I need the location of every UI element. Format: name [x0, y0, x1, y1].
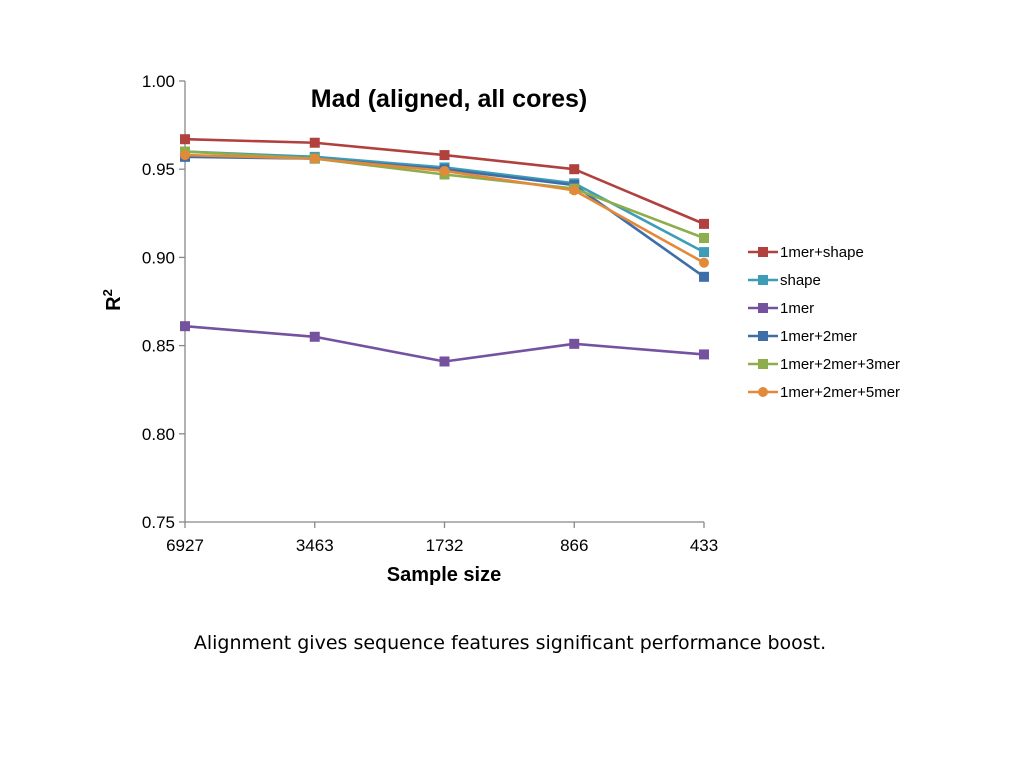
series-1mer-plus-shape [180, 134, 709, 229]
legend-swatch-marker [758, 359, 768, 369]
slide-caption: Alignment gives sequence features signif… [193, 632, 827, 654]
legend: 1mer+shape shape 1mer 1mer+2mer 1mer+2mer+3m… [748, 244, 900, 401]
data-point [439, 165, 450, 176]
x-axis-label: Sample size [387, 564, 502, 586]
data-point [180, 150, 190, 161]
y-tick-label: 0.85 [142, 337, 175, 356]
x-tick-label: 6927 [166, 536, 204, 555]
y-axis-label-text: R [103, 296, 125, 311]
data-point [699, 349, 709, 360]
legend-item: 1mer+2mer+5mer [748, 384, 900, 401]
x-tick-label: 3463 [296, 536, 334, 555]
legend-label: 1mer+2mer+3mer [780, 356, 900, 373]
legend-item: 1mer+2mer [748, 328, 857, 345]
y-axis: 0.75 0.80 0.85 0.90 0.95 1.00 [142, 72, 186, 532]
data-point [699, 257, 709, 268]
series-1mer-plus-2mer-plus-3mer [180, 146, 709, 243]
legend-swatch-marker [758, 331, 768, 341]
y-tick-label: 0.95 [142, 160, 175, 179]
legend-item: 1mer+shape [748, 244, 864, 261]
legend-item: 1mer [748, 300, 814, 317]
x-tick-label: 1732 [426, 536, 464, 555]
x-tick-label: 433 [690, 536, 718, 555]
legend-label: 1mer+shape [780, 244, 864, 261]
data-point [699, 271, 709, 282]
chart-title: Mad (aligned, all cores) [311, 85, 587, 113]
legend-item: shape [748, 272, 821, 289]
data-point [699, 218, 709, 229]
data-point [569, 164, 580, 175]
x-axis: 6927 3463 1732 866 433 [166, 521, 718, 555]
legend-label: 1mer+2mer+5mer [780, 384, 900, 401]
legend-label: 1mer [780, 300, 814, 317]
data-point [439, 356, 450, 367]
data-point [439, 150, 450, 161]
legend-swatch-marker [758, 247, 768, 257]
legend-label: shape [780, 272, 821, 289]
series-1mer [180, 321, 709, 367]
data-point [180, 321, 190, 332]
y-axis-label-superscript: 2 [100, 289, 115, 296]
legend-swatch-marker [758, 303, 768, 313]
y-tick-label: 0.90 [142, 248, 175, 267]
data-point [309, 153, 320, 164]
data-point [309, 331, 320, 342]
data-point [569, 338, 580, 349]
data-point [699, 247, 709, 258]
legend-item: 1mer+2mer+3mer [748, 356, 900, 373]
y-axis-label: R2 [100, 289, 125, 311]
data-point [309, 137, 320, 148]
data-point [699, 232, 709, 243]
series-1mer-plus-2mer-plus-5mer [180, 150, 709, 268]
y-tick-label: 0.80 [142, 425, 175, 444]
legend-swatch-marker [758, 387, 768, 397]
series-shape [180, 146, 709, 258]
legend-swatch-marker [758, 275, 768, 285]
data-point [180, 134, 190, 145]
plot-area [180, 134, 709, 367]
series-line [184, 324, 705, 363]
x-tick-label: 866 [560, 536, 588, 555]
data-point [569, 185, 580, 196]
y-tick-label: 1.00 [142, 72, 175, 91]
legend-label: 1mer+2mer [780, 328, 857, 345]
y-tick-label: 0.75 [142, 513, 175, 532]
